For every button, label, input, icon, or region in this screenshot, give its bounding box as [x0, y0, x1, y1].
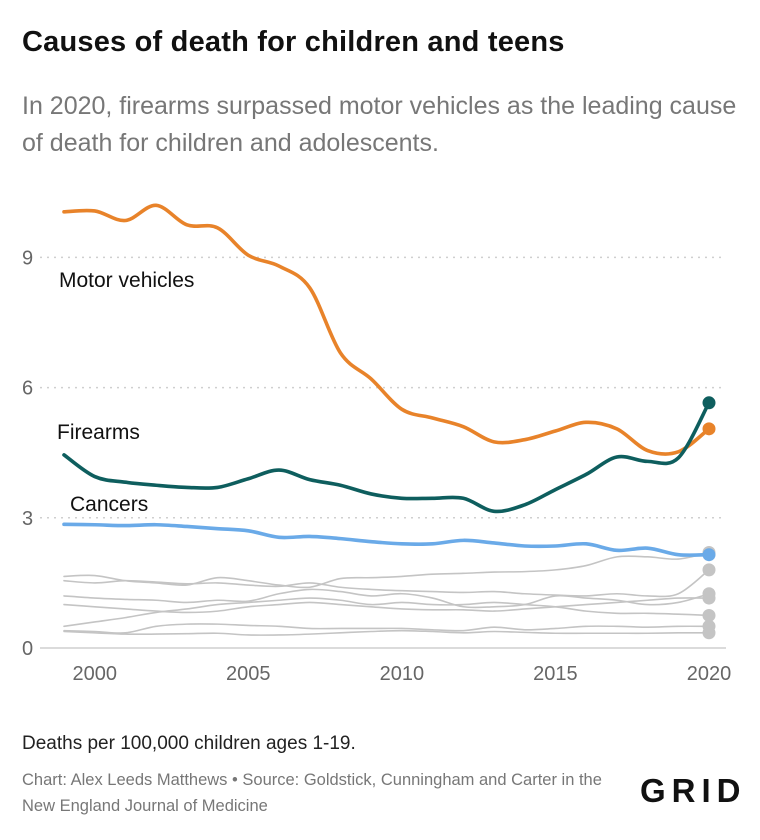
- series-line-firearms: [62, 400, 711, 514]
- series-label-cancers: Cancers: [70, 493, 148, 516]
- y-tick-label: 0: [22, 638, 33, 660]
- source-credit: Chart: Alex Leeds Matthews • Source: Gol…: [22, 771, 602, 815]
- series-label-firearms: Firearms: [57, 421, 140, 444]
- series-line-other-9: [63, 623, 710, 634]
- y-tick-label: 3: [22, 508, 33, 530]
- series-line-cancers: [62, 522, 711, 557]
- series-line-other-6: [63, 597, 710, 614]
- unit-note: Deaths per 100,000 children ages 1-19.: [22, 733, 356, 754]
- series-label-motor-vehicles: Motor vehicles: [59, 269, 194, 292]
- series-line-other-8: [63, 629, 710, 636]
- y-tick-label: 6: [22, 378, 33, 400]
- y-tick-label: 9: [22, 247, 33, 269]
- line-chart: 0 3 6 9 2000 2005 2010 2015 2020 Motor vehicles Fi…: [22, 203, 732, 685]
- x-tick-label: 2010: [380, 663, 425, 685]
- x-tick-label: 2020: [687, 663, 732, 685]
- x-tick-label: 2000: [72, 663, 117, 685]
- chart-subtitle: In 2020, firearms surpassed motor vehicl…: [22, 92, 737, 157]
- chart-title: Causes of death for children and teens: [22, 26, 565, 58]
- series-line-other-7: [63, 597, 710, 628]
- endpoint-dot-other-6: [702, 591, 716, 605]
- grid-logo: GRID: [640, 772, 747, 809]
- endpoint-dot-other-7: [702, 608, 716, 622]
- series-line-other-3: [63, 551, 710, 589]
- endpoint-dot-other-4: [702, 563, 716, 577]
- series-line-motor-vehicles: [62, 203, 711, 456]
- endpoint-dot-cancers: [702, 548, 716, 562]
- endpoint-dot-firearms: [702, 396, 716, 410]
- series-line-other-5: [63, 588, 710, 609]
- x-tick-label: 2015: [533, 663, 578, 685]
- endpoint-dot-other-9: [702, 619, 716, 633]
- series-line-other-4: [63, 569, 710, 598]
- x-tick-label: 2005: [226, 663, 271, 685]
- endpoint-dot-motor-vehicles: [702, 422, 716, 436]
